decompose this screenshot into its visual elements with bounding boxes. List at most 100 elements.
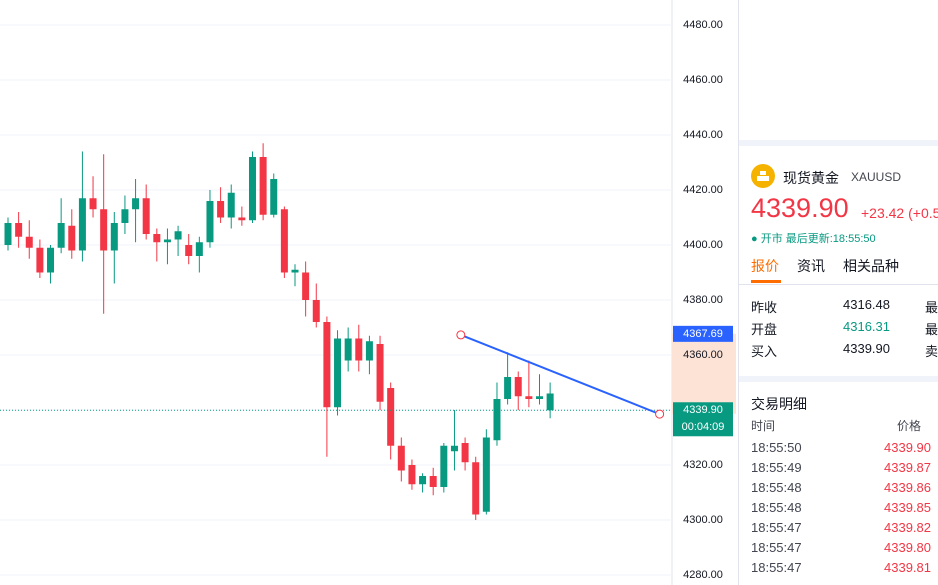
tab[interactable]: 报价 bbox=[751, 258, 779, 274]
stat-value: 4339.90 bbox=[843, 341, 890, 356]
candle-body bbox=[461, 442, 469, 463]
candle-body bbox=[419, 475, 427, 485]
symbol: XAUUSD bbox=[851, 170, 902, 184]
y-tick-label: 4440.00 bbox=[683, 129, 723, 141]
candle-body bbox=[493, 398, 501, 441]
range-highlight bbox=[672, 333, 736, 414]
gold-icon bbox=[751, 164, 775, 188]
range-tag bbox=[673, 325, 733, 342]
divider bbox=[739, 140, 938, 146]
last-price-tag bbox=[673, 402, 733, 437]
candle-body bbox=[429, 475, 437, 487]
trade-price: 4339.90 bbox=[884, 440, 931, 455]
trendline-handle bbox=[655, 409, 665, 419]
chart: 4280.004300.004320.004340.004360.004380.… bbox=[0, 0, 736, 585]
change: +23.42 (+0.5 bbox=[861, 205, 938, 221]
tab[interactable]: 相关品种 bbox=[843, 258, 899, 274]
trade-time: 18:55:47 bbox=[751, 540, 802, 555]
divider bbox=[739, 284, 938, 285]
trade-price: 4339.86 bbox=[884, 480, 931, 495]
candle-body bbox=[195, 242, 203, 256]
candle-body bbox=[78, 198, 86, 251]
candle-body bbox=[355, 338, 363, 361]
stat-label: 昨收 bbox=[751, 300, 778, 315]
tab[interactable]: 资讯 bbox=[797, 258, 825, 274]
candle-body bbox=[57, 222, 65, 248]
candle-body bbox=[68, 225, 76, 251]
stat-value: 4316.48 bbox=[843, 297, 890, 312]
candle-body bbox=[472, 462, 480, 515]
y-tick-label: 4320.00 bbox=[683, 459, 723, 471]
candle-body bbox=[450, 445, 458, 452]
trade-time: 18:55:48 bbox=[751, 480, 802, 495]
candle-body bbox=[142, 198, 150, 234]
divider bbox=[739, 376, 938, 382]
candle-body bbox=[546, 393, 554, 411]
candle-body bbox=[397, 445, 405, 471]
trades-title: 交易明细 bbox=[751, 396, 807, 412]
candle-body bbox=[89, 198, 97, 210]
candle-body bbox=[376, 343, 384, 402]
trades-header: 价格 bbox=[897, 419, 922, 433]
candle-body bbox=[238, 217, 246, 221]
candle-body bbox=[153, 233, 161, 243]
y-tick-label: 4460.00 bbox=[683, 74, 723, 86]
candle-body bbox=[514, 376, 522, 397]
candle-body bbox=[365, 341, 373, 361]
candle-body bbox=[387, 387, 395, 446]
trade-price: 4339.87 bbox=[884, 460, 931, 475]
y-tick-label: 4300.00 bbox=[683, 514, 723, 526]
candle-body bbox=[344, 338, 352, 361]
candle-body bbox=[100, 209, 108, 251]
y-tick-label: 4480.00 bbox=[683, 19, 723, 31]
candle-body bbox=[217, 200, 225, 218]
trade-time: 18:55:49 bbox=[751, 460, 802, 475]
trade-price: 4339.82 bbox=[884, 520, 931, 535]
stat-label: 最 bbox=[925, 300, 938, 315]
candle-body bbox=[36, 247, 44, 273]
candle-body bbox=[323, 321, 331, 408]
candle-body bbox=[4, 222, 12, 245]
stat-value: 4316.31 bbox=[843, 319, 890, 334]
candle-body bbox=[15, 222, 23, 237]
candle-body bbox=[440, 445, 448, 487]
stat-label: 开盘 bbox=[751, 322, 778, 337]
stat-label: 最 bbox=[925, 322, 938, 337]
candle-body bbox=[163, 239, 171, 243]
price: 4339.90 bbox=[751, 193, 849, 223]
y-tick-label: 4400.00 bbox=[683, 239, 723, 251]
trade-price: 4339.81 bbox=[884, 560, 931, 575]
candle-body bbox=[132, 198, 140, 210]
candle-body bbox=[47, 247, 55, 273]
candle-body bbox=[25, 236, 33, 248]
range-tag-label: 4367.69 bbox=[683, 328, 723, 340]
candle-body bbox=[280, 209, 288, 273]
candle-body bbox=[408, 464, 416, 485]
candle-body bbox=[206, 200, 214, 243]
trade-time: 18:55:48 bbox=[751, 500, 802, 515]
trade-time: 18:55:50 bbox=[751, 440, 802, 455]
candle-body bbox=[185, 244, 193, 256]
trades-header: 时间 bbox=[751, 419, 776, 433]
candle-body bbox=[270, 178, 278, 215]
stat-label: 卖 bbox=[925, 344, 938, 359]
y-tick-label: 4360.00 bbox=[683, 349, 723, 361]
tab-underline bbox=[751, 280, 781, 283]
trade-time: 18:55:47 bbox=[751, 560, 802, 575]
candle-body bbox=[259, 156, 267, 215]
candle-body bbox=[248, 156, 256, 221]
candle-body bbox=[174, 231, 182, 240]
trade-time: 18:55:47 bbox=[751, 520, 802, 535]
instrument-name: 现货黄金 bbox=[783, 170, 839, 186]
y-tick-label: 4280.00 bbox=[683, 569, 723, 581]
trendline-handle bbox=[456, 330, 466, 340]
candle-body bbox=[482, 437, 490, 512]
candle-body bbox=[504, 376, 512, 399]
candle-body bbox=[334, 338, 342, 408]
stat-label: 买入 bbox=[751, 344, 778, 359]
candle-body bbox=[291, 269, 299, 273]
candle-body bbox=[121, 209, 129, 223]
countdown: 00:04:09 bbox=[682, 421, 725, 433]
candle-body bbox=[110, 222, 118, 251]
